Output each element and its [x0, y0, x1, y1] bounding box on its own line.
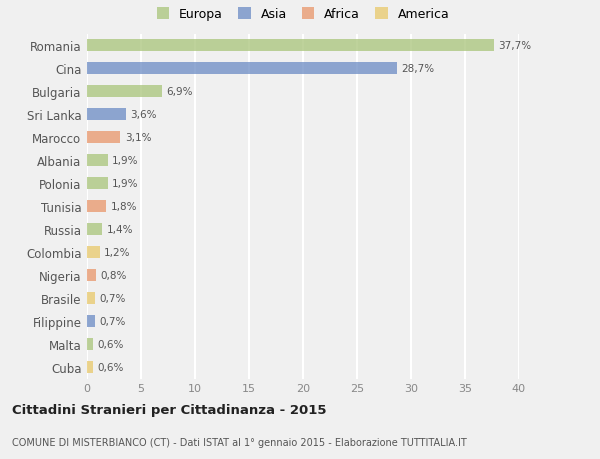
Text: 6,9%: 6,9% — [166, 87, 193, 97]
Bar — [87, 269, 95, 282]
Bar — [87, 85, 161, 98]
Text: 1,8%: 1,8% — [111, 202, 137, 212]
Bar — [87, 177, 107, 190]
Bar — [87, 62, 397, 75]
Text: 1,4%: 1,4% — [106, 224, 133, 235]
Bar — [87, 223, 102, 236]
Text: 0,7%: 0,7% — [99, 316, 125, 326]
Text: 3,1%: 3,1% — [125, 133, 151, 143]
Text: 37,7%: 37,7% — [499, 41, 532, 51]
Text: 3,6%: 3,6% — [130, 110, 157, 120]
Bar — [87, 338, 94, 351]
Text: 28,7%: 28,7% — [401, 64, 434, 74]
Bar — [87, 108, 126, 121]
Bar — [87, 315, 95, 328]
Text: 1,2%: 1,2% — [104, 247, 131, 257]
Bar — [87, 154, 107, 167]
Text: COMUNE DI MISTERBIANCO (CT) - Dati ISTAT al 1° gennaio 2015 - Elaborazione TUTTI: COMUNE DI MISTERBIANCO (CT) - Dati ISTAT… — [12, 437, 467, 447]
Text: Cittadini Stranieri per Cittadinanza - 2015: Cittadini Stranieri per Cittadinanza - 2… — [12, 403, 326, 416]
Text: 0,6%: 0,6% — [98, 362, 124, 372]
Bar — [87, 131, 121, 144]
Text: 0,7%: 0,7% — [99, 293, 125, 303]
Bar — [87, 39, 494, 52]
Bar — [87, 200, 106, 213]
Bar — [87, 361, 94, 374]
Text: 0,6%: 0,6% — [98, 339, 124, 349]
Text: 0,8%: 0,8% — [100, 270, 127, 280]
Bar — [87, 246, 100, 259]
Text: 1,9%: 1,9% — [112, 156, 139, 166]
Legend: Europa, Asia, Africa, America: Europa, Asia, Africa, America — [157, 8, 449, 21]
Text: 1,9%: 1,9% — [112, 179, 139, 189]
Bar — [87, 292, 95, 305]
